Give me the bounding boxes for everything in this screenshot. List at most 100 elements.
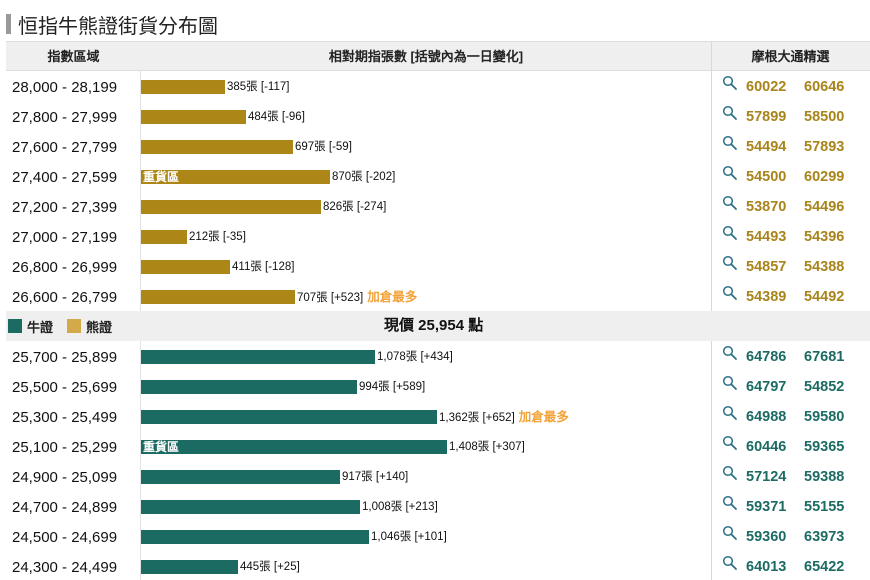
warrant-code-link[interactable]: 60022 — [746, 79, 787, 95]
legend: 牛證 熊證 — [8, 311, 126, 341]
warrant-code-link[interactable]: 54857 — [746, 259, 787, 275]
contracts-text: 994張 [+589] — [359, 381, 426, 393]
warrant-codes: 54493 54396 — [746, 221, 862, 251]
warrant-code-link[interactable]: 60299 — [804, 169, 845, 185]
search-icon[interactable] — [722, 435, 738, 451]
warrant-code-link[interactable]: 59371 — [746, 499, 787, 515]
warrant-codes: 59360 63973 — [746, 521, 862, 551]
search-icon[interactable] — [722, 165, 738, 181]
warrant-code-link[interactable]: 59388 — [804, 469, 845, 485]
bar-value-label: 1,408張 [+307] — [449, 440, 525, 454]
contracts-text: 1,408張 [+307] — [449, 441, 525, 453]
bear-bar — [141, 80, 225, 94]
warrant-code-link[interactable]: 57124 — [746, 469, 787, 485]
search-icon[interactable] — [722, 225, 738, 241]
warrant-code-link[interactable]: 57893 — [804, 139, 845, 155]
range-label: 25,700 - 25,899 — [12, 349, 118, 366]
warrant-code-link[interactable]: 60646 — [804, 79, 845, 95]
warrant-codes: 64013 65422 — [746, 551, 862, 580]
page-title: 恒指牛熊證街貨分布圖 — [18, 13, 218, 38]
contracts-text: 1,362張 [+652] — [439, 412, 515, 424]
range-label: 26,800 - 26,999 — [12, 259, 118, 276]
table-row: 27,800 - 27,999 484張 [-96] 57899 58500 — [6, 101, 870, 131]
warrant-code-link[interactable]: 54494 — [746, 139, 787, 155]
warrant-code-link[interactable]: 64786 — [746, 349, 787, 365]
warrant-code-link[interactable]: 64988 — [746, 409, 787, 425]
warrant-codes: 53870 54496 — [746, 191, 862, 221]
search-icon[interactable] — [722, 135, 738, 151]
contracts-text: 385張 [-117] — [227, 81, 290, 93]
search-icon[interactable] — [722, 525, 738, 541]
table-row: 25,700 - 25,899 1,078張 [+434] 64786 67681 — [6, 341, 870, 371]
bull-bar — [141, 530, 369, 544]
warrant-code-link[interactable]: 54500 — [746, 169, 787, 185]
range-label: 27,000 - 27,199 — [12, 229, 118, 246]
warrant-code-link[interactable]: 54852 — [804, 379, 845, 395]
bar-value-label: 385張 [-117] — [227, 80, 289, 94]
table-row: 26,800 - 26,999 411張 [-128] 54857 54388 — [6, 251, 870, 281]
search-icon[interactable] — [722, 345, 738, 361]
contracts-text: 707張 [+523] — [297, 292, 364, 304]
warrant-code-link[interactable]: 54389 — [746, 289, 787, 305]
warrant-codes: 54500 60299 — [746, 161, 862, 191]
warrant-code-link[interactable]: 64797 — [746, 379, 787, 395]
warrant-code-link[interactable]: 53870 — [746, 199, 787, 215]
warrant-code-link[interactable]: 60446 — [746, 439, 787, 455]
warrant-code-link[interactable]: 59580 — [804, 409, 845, 425]
warrant-code-link[interactable]: 57899 — [746, 109, 787, 125]
search-icon[interactable] — [722, 405, 738, 421]
table-row: 25,300 - 25,499 1,362張 [+652] 加倉最多 64988 595… — [6, 401, 870, 431]
warrant-code-link[interactable]: 63973 — [804, 529, 845, 545]
range-label: 24,500 - 24,699 — [12, 529, 118, 546]
search-icon[interactable] — [722, 375, 738, 391]
warrant-code-link[interactable]: 64013 — [746, 559, 787, 575]
warrant-codes: 54857 54388 — [746, 251, 862, 281]
search-icon[interactable] — [722, 75, 738, 91]
warrant-code-link[interactable]: 54388 — [804, 259, 845, 275]
warrant-code-link[interactable]: 54492 — [804, 289, 845, 305]
table-row: 27,600 - 27,799 697張 [-59] 54494 57893 — [6, 131, 870, 161]
bear-bar: 重貨區 — [141, 170, 330, 184]
contracts-text: 826張 [-274] — [323, 201, 387, 213]
warrant-codes: 64988 59580 — [746, 401, 862, 431]
divider-right — [711, 41, 712, 580]
warrant-code-link[interactable]: 54496 — [804, 199, 845, 215]
bear-bar — [141, 260, 230, 274]
warrant-code-link[interactable]: 59365 — [804, 439, 845, 455]
current-price: 現價 25,954 點 — [384, 317, 484, 334]
most-added-label: 加倉最多 — [367, 290, 418, 304]
search-icon[interactable] — [722, 495, 738, 511]
header-bar: 相對期指張數 [括號內為一日變化] — [328, 49, 524, 64]
bar-value-label: 1,008張 [+213] — [362, 500, 438, 514]
table-row: 24,900 - 25,099 917張 [+140] 57124 59388 — [6, 461, 870, 491]
bull-bar: 重貨區 — [141, 440, 447, 454]
search-icon[interactable] — [722, 555, 738, 571]
search-icon[interactable] — [722, 285, 738, 301]
search-icon[interactable] — [722, 465, 738, 481]
warrant-code-link[interactable]: 54396 — [804, 229, 845, 245]
warrant-code-link[interactable]: 67681 — [804, 349, 845, 365]
page-title-wrap: 恒指牛熊證街貨分布圖 — [6, 12, 218, 38]
table-header: 指數區域 相對期指張數 [括號內為一日變化] 摩根大通精選 — [6, 41, 870, 71]
range-label: 24,300 - 24,499 — [12, 559, 118, 576]
bar-value-label: 1,362張 [+652] 加倉最多 — [439, 410, 569, 424]
warrant-code-link[interactable]: 55155 — [804, 499, 845, 515]
search-icon[interactable] — [722, 255, 738, 271]
title-marker — [6, 14, 11, 34]
bar-value-label: 445張 [+25] — [240, 560, 300, 574]
warrant-code-link[interactable]: 58500 — [804, 109, 845, 125]
warrant-code-link[interactable]: 54493 — [746, 229, 787, 245]
search-icon[interactable] — [722, 195, 738, 211]
range-label: 24,900 - 25,099 — [12, 469, 118, 486]
bull-bar — [141, 560, 238, 574]
contracts-text: 1,046張 [+101] — [371, 531, 447, 543]
table-row: 27,000 - 27,199 212張 [-35] 54493 54396 — [6, 221, 870, 251]
warrant-code-link[interactable]: 59360 — [746, 529, 787, 545]
table-row: 25,100 - 25,299 重貨區 1,408張 [+307] 60446 5936… — [6, 431, 870, 461]
bear-bar — [141, 200, 321, 214]
warrant-code-link[interactable]: 65422 — [804, 559, 845, 575]
warrant-codes: 60022 60646 — [746, 71, 862, 101]
header-codes: 摩根大通精選 — [751, 49, 830, 64]
contracts-text: 484張 [-96] — [248, 111, 305, 123]
search-icon[interactable] — [722, 105, 738, 121]
